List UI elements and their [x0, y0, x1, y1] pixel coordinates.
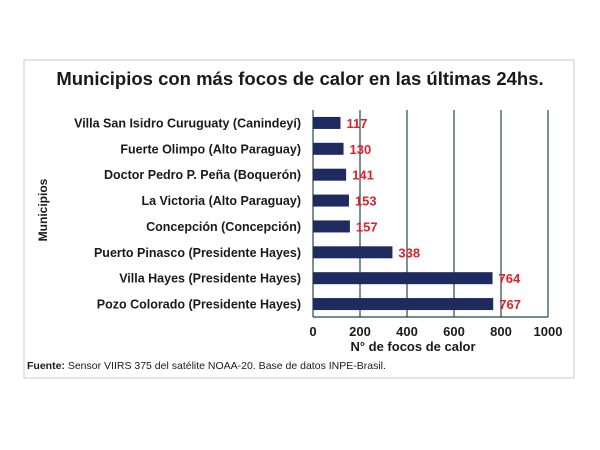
footnote-text: Sensor VIIRS 375 del satélite NOAA-20. B… — [65, 360, 386, 372]
data-label: 141 — [352, 168, 374, 183]
bar — [313, 194, 349, 207]
data-label: 117 — [346, 116, 367, 131]
data-label: 153 — [355, 194, 377, 209]
category-label: La Victoria (Alto Paraguay) — [141, 194, 301, 208]
x-axis-title: N° de focos de calor — [350, 339, 475, 354]
x-tick-labels: 0 200 400 600 800 1000 — [309, 324, 562, 339]
source-footnote: Fuente: Sensor VIIRS 375 del satélite NO… — [27, 360, 386, 372]
category-label: Fuerte Olimpo (Alto Paraguay) — [120, 142, 301, 156]
bar — [313, 246, 393, 259]
category-label: Pozo Colorado (Presidente Hayes) — [97, 298, 301, 312]
category-label: Puerto Pinasco (Presidente Hayes) — [94, 246, 301, 260]
y-axis-title: Municipios — [36, 178, 50, 241]
footnote-label: Fuente: — [27, 360, 65, 372]
x-tick-label: 0 — [309, 324, 316, 339]
bar — [313, 220, 350, 233]
data-label: 338 — [398, 245, 420, 260]
x-tick-label: 200 — [349, 324, 371, 339]
bar — [313, 168, 347, 181]
bar — [313, 272, 493, 285]
category-labels: Villa San Isidro Curuguaty (Canindeyí) Fu… — [74, 116, 301, 311]
x-tick-label: 400 — [396, 324, 418, 339]
x-tick-label: 800 — [490, 324, 512, 339]
category-label: Doctor Pedro P. Peña (Boquerón) — [104, 168, 301, 182]
x-tick-label: 1000 — [534, 324, 563, 339]
category-label: Concepción (Concepción) — [146, 220, 301, 234]
category-label: Villa Hayes (Presidente Hayes) — [119, 272, 301, 286]
bar — [313, 116, 341, 129]
data-labels: 117 130 141 153 157 338 764 767 — [346, 116, 521, 312]
category-label: Villa San Isidro Curuguaty (Canindeyí) — [74, 116, 301, 130]
data-label: 157 — [356, 219, 378, 234]
chart-frame — [23, 59, 575, 379]
bar — [313, 142, 344, 155]
bar — [313, 298, 494, 311]
data-label: 764 — [499, 271, 521, 286]
bars — [313, 116, 494, 311]
data-label: 767 — [499, 297, 521, 312]
data-label: 130 — [350, 142, 372, 157]
chart-title: Municipios con más focos de calor en las… — [56, 68, 543, 89]
x-tick-label: 600 — [443, 324, 465, 339]
